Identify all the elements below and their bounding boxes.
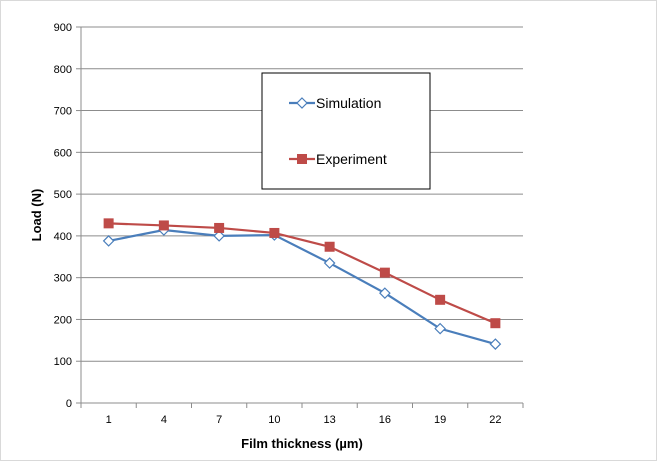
- data-point: [435, 294, 446, 305]
- axes: [80, 27, 524, 408]
- data-point: [323, 257, 336, 269]
- data-point: [489, 338, 502, 350]
- y-tick-label: 300: [54, 273, 72, 285]
- y-tick-label: 600: [54, 147, 72, 159]
- legend-label: Experiment: [316, 151, 387, 167]
- x-tick-label: 22: [489, 414, 501, 426]
- legend-label: Simulation: [316, 95, 381, 111]
- legend: Simulation Experiment: [261, 72, 431, 190]
- data-point: [434, 322, 446, 335]
- data-point: [102, 235, 115, 247]
- series-simulation: [102, 224, 502, 350]
- data-point: [379, 287, 391, 299]
- data-point: [214, 222, 225, 233]
- y-tick-label: 400: [54, 231, 72, 243]
- y-tick-label: 800: [54, 64, 72, 76]
- series-experiment: [103, 218, 501, 329]
- y-tick-label: 700: [54, 106, 72, 118]
- y-tick-label: 500: [54, 189, 72, 201]
- y-tick-label: 900: [54, 22, 72, 34]
- x-tick-label: 1: [106, 414, 112, 426]
- data-point: [269, 227, 280, 238]
- x-axis-label: Film thickness (µm): [241, 436, 363, 451]
- data-point: [158, 220, 169, 231]
- x-tick-label: 4: [161, 414, 167, 426]
- data-point: [213, 230, 225, 242]
- x-tick-label: 10: [268, 414, 280, 426]
- legend-item-simulation: Simulation: [289, 95, 381, 111]
- y-tick-labels: 0 100 200 300 400 500 600 700 800 900: [54, 22, 72, 410]
- data-point: [296, 97, 308, 109]
- data-point: [490, 318, 501, 329]
- legend-item-experiment: Experiment: [289, 151, 387, 167]
- x-tick-label: 19: [434, 414, 446, 426]
- x-tick-label: 16: [379, 414, 391, 426]
- y-tick-label: 200: [54, 314, 72, 326]
- x-tick-label: 13: [324, 414, 336, 426]
- series-group: [102, 218, 502, 350]
- x-tick-label: 7: [216, 414, 222, 426]
- legend-box: [261, 72, 431, 190]
- x-tick-labels: 1 4 7 10 13 16 19 22: [106, 414, 502, 426]
- y-axis-label: Load (N): [29, 189, 44, 242]
- series-line-experiment: [108, 222, 496, 325]
- data-point: [324, 241, 335, 252]
- data-point: [103, 218, 114, 229]
- data-point: [379, 267, 390, 278]
- data-point: [297, 154, 307, 164]
- y-tick-label: 100: [54, 356, 72, 368]
- y-tick-label: 0: [66, 398, 72, 410]
- series-line-simulation: [108, 228, 496, 346]
